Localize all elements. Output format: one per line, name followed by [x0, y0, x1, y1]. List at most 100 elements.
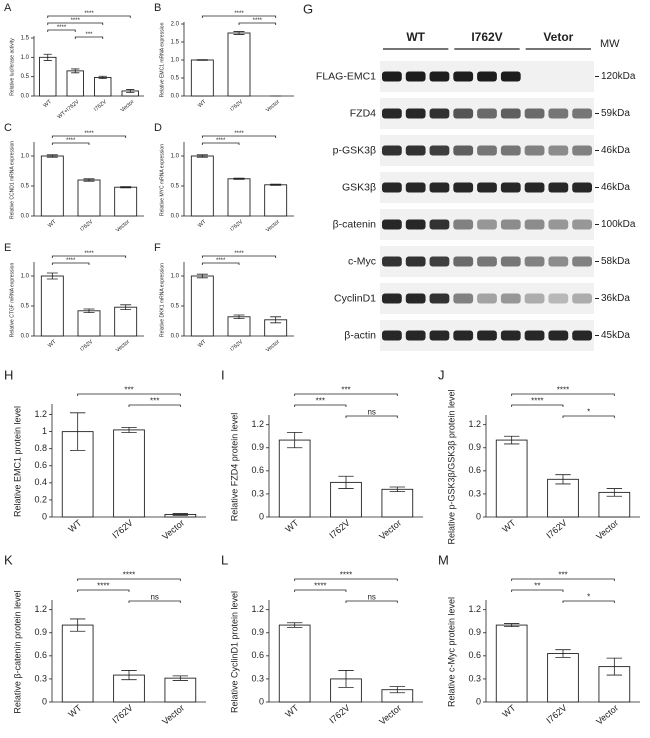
- x-tick-label: I762V: [327, 518, 351, 541]
- x-tick-label: Vector: [115, 339, 131, 354]
- significance-label: ****: [84, 251, 94, 257]
- significance-label: ****: [253, 18, 263, 24]
- panel-label: A: [4, 2, 12, 14]
- significance-bracket: [51, 135, 127, 138]
- significance-bracket: [201, 142, 240, 145]
- significance-label: ****: [314, 582, 326, 591]
- y-tick-label: 0.3: [251, 488, 264, 498]
- error-bar: [69, 618, 86, 632]
- error-bar: [233, 314, 245, 319]
- band: [405, 71, 426, 82]
- error-bar: [338, 670, 354, 688]
- error-bar: [69, 412, 86, 451]
- mw-label: 59kDa: [601, 108, 630, 119]
- significance-label: ****: [340, 571, 352, 580]
- band: [429, 256, 450, 267]
- y-tick-label: 0.3: [251, 673, 264, 683]
- significance-bracket: [51, 255, 127, 258]
- band: [548, 72, 568, 82]
- x-tick-label: WT: [500, 702, 518, 719]
- y-tick-label: 1.5: [21, 36, 30, 42]
- bar: [66, 70, 84, 97]
- significance-bracket: [47, 29, 76, 32]
- y-tick-label: 1.0: [171, 274, 180, 280]
- bar: [547, 653, 579, 703]
- band: [572, 72, 592, 82]
- x-tick-label: WT: [197, 339, 208, 350]
- panel-label: G: [303, 1, 313, 16]
- band: [524, 108, 545, 119]
- protein-label: FZD4: [350, 107, 376, 119]
- band: [500, 293, 521, 304]
- band: [525, 72, 545, 82]
- significance-label: ****: [531, 397, 543, 406]
- significance-bracket: [77, 578, 181, 581]
- significance-bracket: [201, 255, 277, 258]
- panel-label: B: [154, 2, 161, 14]
- x-tick-label: Vector: [160, 703, 186, 727]
- significance-bracket: [511, 589, 564, 592]
- mw-label: 100kDa: [601, 219, 636, 230]
- y-tick-label: 0: [42, 511, 47, 521]
- group-label: Vetor: [543, 30, 573, 44]
- y-axis-title: Relative p-GSK3β/GSK3β protein level: [446, 390, 456, 545]
- band: [382, 330, 402, 341]
- band: [524, 330, 545, 341]
- y-tick-label: 0.6: [34, 650, 47, 660]
- y-tick-label: 0.6: [251, 465, 264, 475]
- x-tick-label: Vector: [265, 339, 281, 354]
- band: [405, 108, 426, 119]
- bar: [190, 275, 214, 337]
- band: [500, 71, 521, 82]
- significance-label: ****: [66, 258, 76, 264]
- panel-label: K: [4, 552, 13, 567]
- x-tick-label: Vector: [120, 99, 136, 114]
- protein-label: CyclinD1: [334, 292, 376, 304]
- y-axis-title: Relative CCND1 mRNA expression: [9, 141, 15, 219]
- significance-bracket: [51, 142, 90, 145]
- error-bar: [503, 435, 520, 445]
- y-axis-title: Relative FZD4 protein level: [229, 413, 239, 522]
- x-tick-label: WT: [47, 339, 58, 350]
- panel-label: J: [438, 367, 445, 382]
- significance-bracket: [562, 600, 615, 603]
- band: [500, 182, 521, 193]
- error-bar: [233, 177, 245, 180]
- significance-bracket: [128, 404, 181, 407]
- significance-label: ****: [66, 138, 76, 144]
- band: [405, 219, 426, 230]
- y-tick-label: 0.9: [251, 627, 264, 637]
- band: [477, 330, 497, 341]
- significance-label: ****: [84, 131, 94, 137]
- x-tick-label: Vector: [265, 99, 281, 114]
- bar: [227, 316, 251, 337]
- error-bar: [43, 53, 52, 61]
- y-tick-label: 0.0: [21, 334, 30, 340]
- significance-label: ****: [97, 582, 109, 591]
- significance-label: ***: [341, 386, 350, 395]
- band: [524, 182, 545, 193]
- significance-bracket: [345, 600, 398, 603]
- y-tick-label: 0.3: [34, 673, 47, 683]
- significance-bracket: [201, 15, 277, 18]
- group-label: WT: [406, 30, 425, 44]
- error-bar: [270, 183, 282, 186]
- x-tick-label: Vector: [594, 518, 620, 542]
- y-tick-label: 0: [259, 511, 264, 521]
- band: [548, 330, 569, 341]
- error-bar: [233, 31, 245, 35]
- band: [429, 182, 450, 193]
- error-bar: [196, 59, 208, 61]
- y-tick-label: 0.0: [171, 94, 180, 100]
- significance-label: **: [534, 582, 540, 591]
- band: [477, 71, 497, 82]
- significance-bracket: [238, 22, 277, 25]
- significance-label: ****: [57, 25, 67, 31]
- y-axis-title: Relative CyclinD1 protein level: [229, 591, 239, 713]
- significance-label: ns: [367, 593, 375, 602]
- x-tick-label: Vector: [594, 703, 620, 727]
- significance-bracket: [74, 36, 104, 39]
- y-tick-label: 0.0: [171, 334, 180, 340]
- band: [429, 293, 450, 304]
- significance-bracket: [562, 415, 615, 418]
